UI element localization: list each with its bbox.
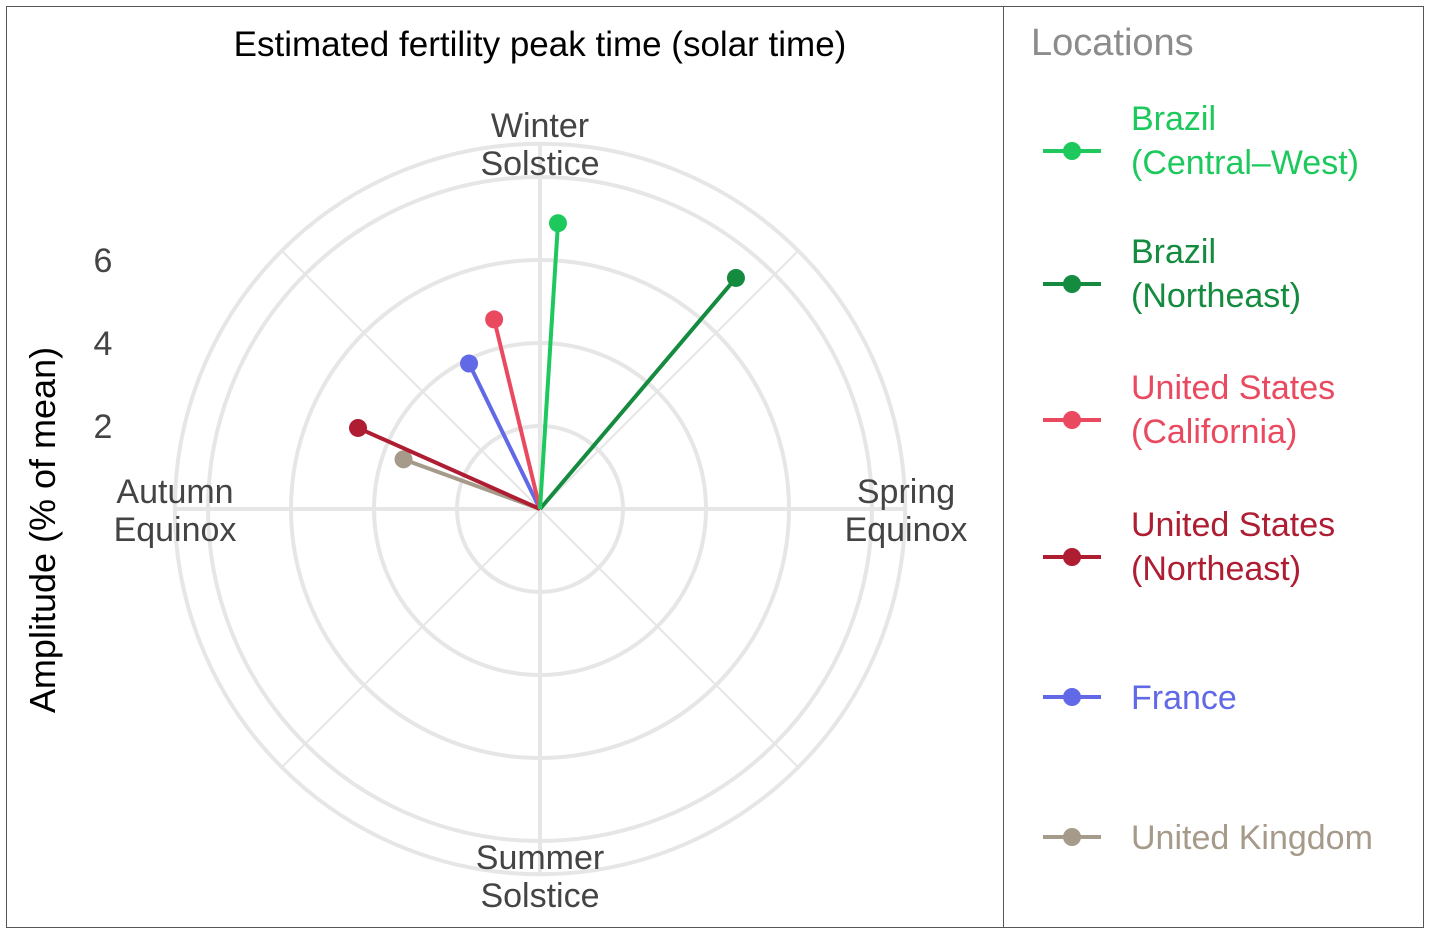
- legend-label: United Kingdom: [1131, 819, 1373, 857]
- series-line: [492, 318, 542, 510]
- series-line: [538, 276, 738, 511]
- legend-label: France: [1131, 679, 1237, 717]
- direction-label-right: Spring: [857, 473, 955, 511]
- legend-key-point: [1063, 275, 1081, 293]
- direction-label-bottom: Summer: [476, 839, 604, 877]
- y-axis-label: Amplitude (% of mean): [22, 347, 63, 713]
- series-point: [485, 310, 504, 329]
- direction-labels: WinterSolsticeSpringEquinoxSummerSolstic…: [114, 107, 968, 915]
- legend: Brazil (Central–West) Brazil (Northeast) Uni…: [1043, 100, 1373, 857]
- legend-label: United States: [1131, 506, 1335, 544]
- grid-spoke-minor: [281, 508, 541, 768]
- legend-key-point: [1063, 411, 1081, 429]
- series-point: [394, 450, 413, 469]
- series-point: [548, 214, 567, 233]
- direction-label-left: Autumn: [116, 473, 233, 511]
- legend-key-point: [1063, 142, 1081, 160]
- legend-divider: [1003, 6, 1004, 928]
- series-line: [357, 426, 541, 511]
- direction-label-top: Winter: [491, 107, 589, 145]
- radial-tick-label: 6: [94, 242, 113, 280]
- legend-title: Locations: [1031, 22, 1194, 64]
- radial-tick-labels: 2 4 6: [94, 242, 113, 446]
- grid-spoke-minor: [281, 250, 541, 510]
- series-lines: [349, 214, 745, 511]
- legend-label: Brazil: [1131, 233, 1216, 271]
- direction-label-right: Equinox: [845, 511, 968, 549]
- polar-grid: [172, 141, 908, 877]
- legend-label: United States: [1131, 369, 1335, 407]
- direction-label-top: Solstice: [480, 145, 599, 183]
- radial-tick-label: 2: [94, 408, 113, 446]
- legend-label: (Northeast): [1131, 277, 1301, 315]
- chart-title: Estimated fertility peak time (solar tim…: [234, 25, 847, 64]
- grid-spoke-minor: [539, 250, 799, 510]
- legend-label: (California): [1131, 413, 1297, 451]
- series-point: [460, 354, 479, 373]
- radial-tick-label: 4: [94, 325, 113, 363]
- series-line: [538, 223, 560, 510]
- legend-key-point: [1063, 688, 1081, 706]
- series-line: [467, 362, 542, 510]
- chart-frame: [6, 6, 1424, 928]
- legend-label: (Central–West): [1131, 144, 1359, 182]
- legend-label: (Northeast): [1131, 550, 1301, 588]
- legend-key-point: [1063, 828, 1081, 846]
- series-point: [349, 418, 368, 437]
- legend-label: Brazil: [1131, 100, 1216, 138]
- series-point: [726, 268, 745, 287]
- grid-spoke-minor: [539, 508, 799, 768]
- direction-label-left: Equinox: [114, 511, 237, 549]
- direction-label-bottom: Solstice: [480, 877, 599, 915]
- legend-key-point: [1063, 548, 1081, 566]
